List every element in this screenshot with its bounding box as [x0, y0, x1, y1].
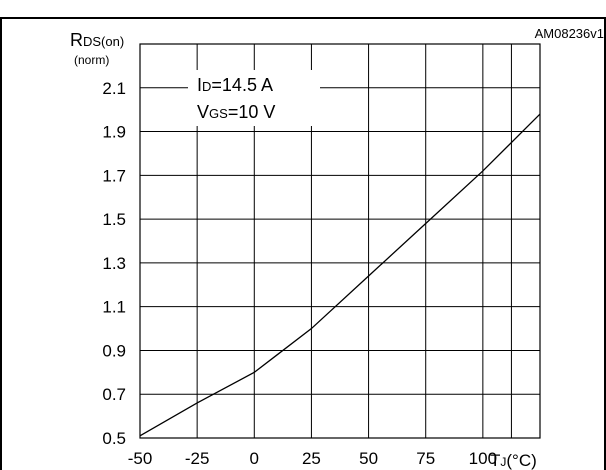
condition-current: ID=14.5 A [197, 75, 273, 95]
x-tick-label: -50 [128, 449, 153, 468]
x-tick-label: 50 [359, 449, 378, 468]
plot-frame [139, 43, 541, 439]
condition-voltage-main: V [197, 102, 209, 122]
y-tick-label: 1.9 [102, 123, 126, 142]
x-tick-label: 25 [302, 449, 321, 468]
y-axis-label: RDS(on) [70, 30, 124, 50]
y-axis-label-main: R [70, 30, 83, 50]
x-axis-label-unit: (°C) [506, 451, 536, 470]
y-tick-label: 0.5 [102, 429, 126, 448]
tick-labels: -50 -25 0 25 50 75 100 0.5 0.7 0.9 1.1 1.3 1.5 1.7 1.9… [102, 79, 497, 468]
x-tick-label: -25 [185, 449, 210, 468]
condition-current-rest: =14.5 A [211, 75, 273, 95]
conditions-box [188, 70, 320, 126]
y-tick-label: 1.1 [102, 298, 126, 317]
y-tick-label: 0.9 [102, 341, 126, 360]
y-axis-label-sub: DS(on) [83, 34, 124, 49]
x-tick-label: 75 [416, 449, 435, 468]
y-tick-label: 1.3 [102, 254, 126, 273]
x-axis-label: TJ(°C) [490, 451, 537, 470]
y-tick-label: 1.5 [102, 210, 126, 229]
y-axis-unit: (norm) [74, 53, 109, 67]
series-line [139, 113, 541, 437]
condition-voltage-rest: =10 V [228, 102, 276, 122]
figure-code: AM08236v1 [535, 26, 604, 41]
y-tick-label: 0.7 [102, 385, 126, 404]
x-axis-label-main: T [490, 451, 500, 470]
series [139, 113, 541, 437]
x-tick-label: 0 [250, 449, 259, 468]
y-tick-label: 2.1 [102, 79, 126, 98]
condition-current-sub: D [202, 79, 211, 94]
condition-voltage-sub: GS [209, 106, 228, 121]
condition-voltage: VGS=10 V [197, 102, 275, 122]
condition-current-main: I [197, 75, 202, 95]
x-axis-label-sub: J [500, 455, 506, 469]
x-tick-label: 100 [469, 449, 497, 468]
y-tick-label: 1.7 [102, 166, 126, 185]
